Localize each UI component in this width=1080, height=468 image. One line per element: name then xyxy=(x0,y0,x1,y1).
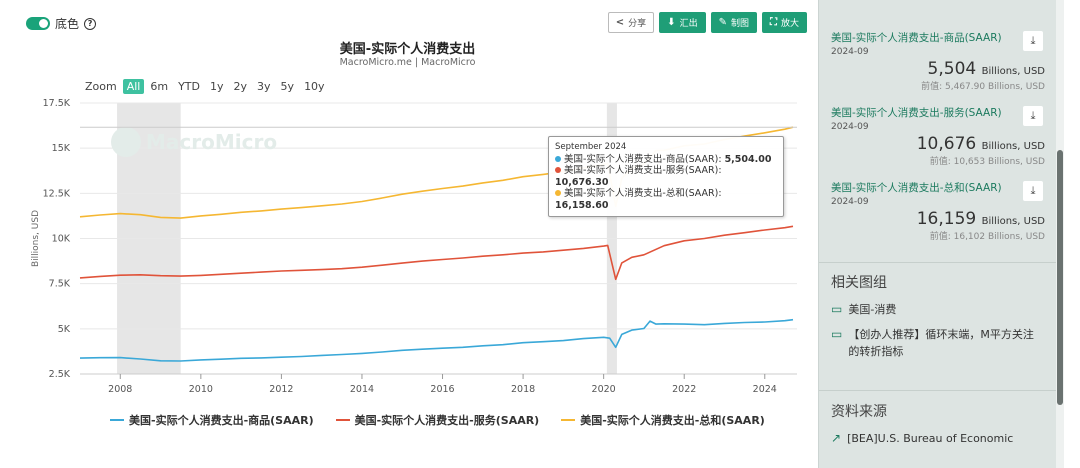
divider xyxy=(819,390,1057,391)
x-tick-label: 2008 xyxy=(108,384,132,395)
source-link[interactable]: ↗ [BEA]U.S. Bureau of Economic xyxy=(831,431,1014,445)
help-icon[interactable]: ? xyxy=(84,17,97,30)
zoom-ytd[interactable]: YTD xyxy=(178,80,200,93)
x-tick-label: 2014 xyxy=(350,384,374,395)
pencil-icon: ✎ xyxy=(718,17,727,28)
y-tick-label: 7.5K xyxy=(49,279,71,290)
sidebar-scrollbar[interactable] xyxy=(1056,0,1064,468)
legend-line-services xyxy=(335,419,350,421)
tooltip-row-services: 美国-实际个人消费支出-服务(SAAR): 10,676.30 xyxy=(555,165,722,188)
fullscreen-icon: ⛶ xyxy=(769,17,777,28)
indicator-card-total[interactable]: 美国-实际个人消费支出-总和(SAAR) 2024-09 ⤓ 16,159 Bi… xyxy=(819,180,1057,242)
x-tick-label: 2010 xyxy=(189,384,213,395)
indicator-value: 10,676 Billions, USD xyxy=(916,134,1045,154)
chart-title: 美国-实际个人消费支出 xyxy=(339,42,476,57)
related-link-founder[interactable]: ▭ 【创办人推荐】循环末端，M平方关注的转折指标 xyxy=(831,327,1034,358)
draw-button[interactable]: ✎ 制图 xyxy=(710,12,757,33)
indicator-prev: 前值: 5,467.90 Billions, USD xyxy=(921,82,1045,92)
related-title: 相关图组 xyxy=(831,275,887,291)
indicator-date: 2024-09 xyxy=(831,197,869,207)
chart-tooltip: September 2024 美国-实际个人消费支出-商品(SAAR): 5,5… xyxy=(548,136,784,217)
folder-icon: ▭ xyxy=(831,302,843,316)
legend-goods[interactable]: 美国-实际个人消费支出-商品(SAAR) xyxy=(110,412,314,428)
background-toggle[interactable]: 底色 ? xyxy=(26,15,97,32)
zoom-6m[interactable]: 6m xyxy=(150,80,169,93)
y-tick-label: 10K xyxy=(52,234,71,245)
zoom-label: Zoom xyxy=(85,80,117,93)
download-icon: ⬇ xyxy=(667,17,676,28)
x-tick-label: 2020 xyxy=(592,384,616,395)
watermark-text: MacroMicro xyxy=(146,130,277,154)
y-tick-label: 5K xyxy=(58,324,71,335)
goods-dot xyxy=(555,155,561,162)
x-tick-label: 2022 xyxy=(672,384,696,395)
download-icon[interactable]: ⤓ xyxy=(1023,106,1043,126)
watermark-logo xyxy=(111,127,141,157)
legend-services[interactable]: 美国-实际个人消费支出-服务(SAAR) xyxy=(335,412,539,428)
indicator-date: 2024-09 xyxy=(831,47,869,57)
zoom-5y[interactable]: 5y xyxy=(280,80,295,93)
zoom-3y[interactable]: 3y xyxy=(257,80,271,93)
legend-total[interactable]: 美国-实际个人消费支出-总和(SAAR) xyxy=(561,412,765,428)
page-margin xyxy=(1064,0,1080,468)
y-tick-label: 15K xyxy=(52,143,71,154)
chart-subtitle: MacroMicro.me | MacroMicro xyxy=(339,57,476,68)
export-button[interactable]: ⬇ 汇出 xyxy=(659,12,706,33)
indicator-name[interactable]: 美国-实际个人消费支出-商品(SAAR) xyxy=(831,32,1002,44)
share-button[interactable]: < 分享 xyxy=(607,12,655,33)
sidebar: 美国-实际个人消费支出-商品(SAAR) 2024-09 ⤓ 5,504 Bil… xyxy=(818,0,1057,468)
indicator-name[interactable]: 美国-实际个人消费支出-服务(SAAR) xyxy=(831,107,1002,119)
x-tick-label: 2024 xyxy=(753,384,777,395)
expand-button[interactable]: ⛶ 放大 xyxy=(761,12,807,33)
tooltip-date: September 2024 xyxy=(555,142,627,152)
legend-line-goods xyxy=(110,419,124,421)
total-dot xyxy=(555,190,561,196)
chart-panel: 底色 ? < 分享 ⬇ 汇出 ✎ 制图 ⛶ 放大 美国-实际个人消费支出 MacroMi… xyxy=(0,12,815,428)
y-axis-label: Billions, USD xyxy=(31,210,41,267)
indicator-value: 5,504 Billions, USD xyxy=(927,59,1045,79)
download-icon[interactable]: ⤓ xyxy=(1023,181,1043,201)
divider xyxy=(819,262,1057,263)
indicator-prev: 前值: 10,653 Billions, USD xyxy=(929,157,1045,167)
tooltip-row-goods: 美国-实际个人消费支出-商品(SAAR): 5,504.00 xyxy=(555,154,777,166)
indicator-card-services[interactable]: 美国-实际个人消费支出-服务(SAAR) 2024-09 ⤓ 10,676 Bi… xyxy=(819,105,1057,167)
x-tick-label: 2018 xyxy=(511,384,535,395)
x-tick-label: 2012 xyxy=(269,384,293,395)
related-link-consumption[interactable]: ▭ 美国-消费 xyxy=(831,302,897,316)
goods-series-line xyxy=(79,318,794,362)
chart-toolbar: < 分享 ⬇ 汇出 ✎ 制图 ⛶ 放大 xyxy=(607,12,807,33)
y-tick-label: 2.5K xyxy=(49,369,71,380)
toggle-switch[interactable] xyxy=(26,17,50,30)
zoom-10y[interactable]: 10y xyxy=(304,80,325,93)
x-tick-label: 2016 xyxy=(430,384,454,395)
legend-line-total xyxy=(561,419,576,421)
indicator-date: 2024-09 xyxy=(831,122,869,132)
y-tick-label: 12.5K xyxy=(43,188,71,199)
zoom-bar: Zoom All 6m YTD 1y 2y 3y 5y 10y xyxy=(81,79,331,94)
share-icon: < xyxy=(615,17,625,28)
folder-icon: ▭ xyxy=(831,327,843,341)
zoom-2y[interactable]: 2y xyxy=(233,80,248,93)
toggle-label: 底色 xyxy=(55,17,80,31)
chart-legend: 美国-实际个人消费支出-商品(SAAR) 美国-实际个人消费支出-服务(SAAR… xyxy=(110,412,765,428)
services-dot xyxy=(555,167,561,173)
indicator-name[interactable]: 美国-实际个人消费支出-总和(SAAR) xyxy=(831,182,1002,194)
source-title: 资料来源 xyxy=(831,404,887,420)
services-series-line xyxy=(79,225,794,281)
zoom-1y[interactable]: 1y xyxy=(210,80,224,93)
line-chart[interactable]: 2.5K 5K 7.5K 10K 12.5K 15K 17.5K 2008 2010 2012 20… xyxy=(0,90,815,405)
y-tick-label: 17.5K xyxy=(43,98,71,109)
indicator-value: 16,159 Billions, USD xyxy=(916,209,1045,229)
tooltip-row-total: 美国-实际个人消费支出-总和(SAAR): 16,158.60 xyxy=(555,188,722,211)
scroll-thumb[interactable] xyxy=(1057,150,1063,405)
zoom-all[interactable]: All xyxy=(122,79,145,94)
indicator-prev: 前值: 16,102 Billions, USD xyxy=(929,232,1045,242)
external-link-icon: ↗ xyxy=(831,431,842,445)
download-icon[interactable]: ⤓ xyxy=(1023,31,1043,51)
indicator-card-goods[interactable]: 美国-实际个人消费支出-商品(SAAR) 2024-09 ⤓ 5,504 Bil… xyxy=(819,30,1057,92)
